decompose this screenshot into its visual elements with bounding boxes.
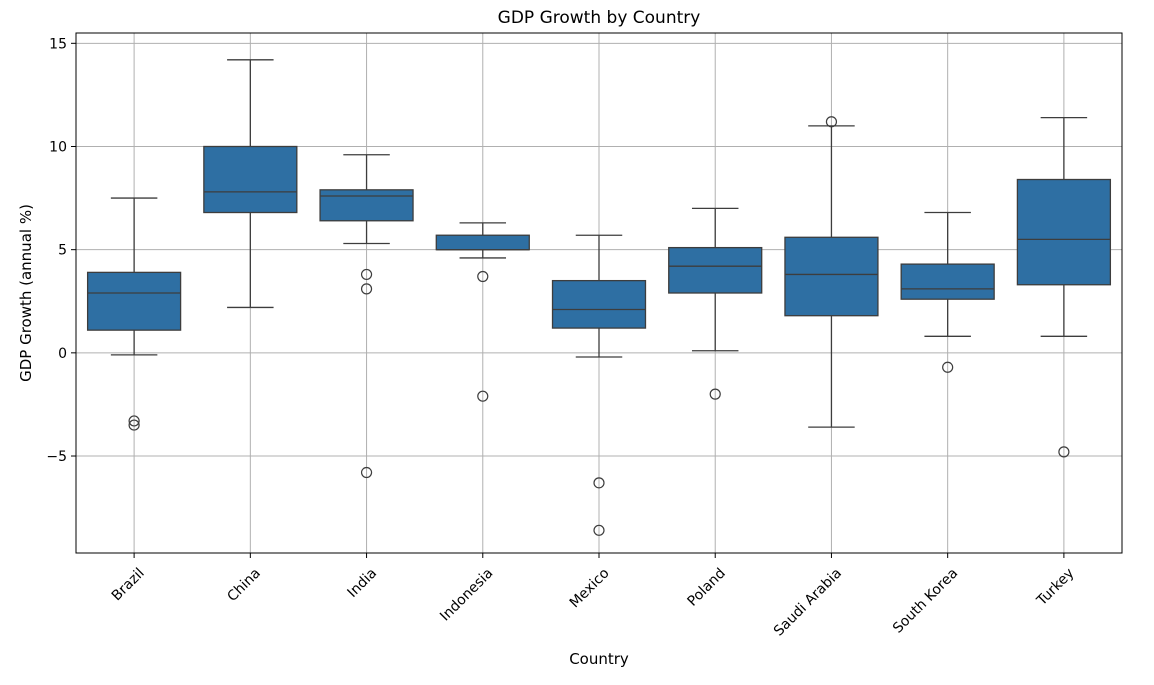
x-tick-label: Poland bbox=[684, 565, 728, 609]
x-tick-label: India bbox=[345, 565, 381, 601]
iqr-box bbox=[86, 271, 182, 331]
outlier-point bbox=[942, 361, 954, 373]
box-saudi-arabia bbox=[784, 116, 879, 428]
box-mexico bbox=[551, 234, 647, 536]
x-tick-label: Brazil bbox=[109, 565, 148, 604]
y-tick-label: 5 bbox=[58, 243, 67, 259]
outlier-point bbox=[477, 390, 489, 402]
box-poland bbox=[668, 207, 763, 400]
outlier-point bbox=[1058, 446, 1070, 458]
x-tick-label: China bbox=[224, 565, 264, 605]
chart-title: GDP Growth by Country bbox=[498, 8, 701, 28]
outlier-point bbox=[593, 524, 605, 536]
boxes-layer bbox=[86, 59, 1112, 536]
outlier-point bbox=[593, 477, 605, 489]
box-brazil bbox=[86, 197, 182, 431]
x-tick-label: Saudi Arabia bbox=[771, 565, 845, 639]
x-tick-label: South Korea bbox=[890, 565, 961, 636]
y-tick-label: −5 bbox=[46, 449, 67, 465]
x-tick-label: Mexico bbox=[567, 565, 613, 611]
outlier-point bbox=[128, 415, 140, 427]
box-india bbox=[319, 154, 414, 479]
iqr-box bbox=[319, 189, 414, 222]
iqr-box bbox=[551, 279, 647, 329]
y-tick-label: 10 bbox=[49, 139, 67, 155]
y-tick-label: 15 bbox=[49, 36, 67, 52]
x-tick-label: Turkey bbox=[1033, 565, 1077, 609]
y-axis: −5 0 5 10 15 bbox=[46, 36, 76, 465]
outlier-point bbox=[360, 466, 373, 479]
box-south-korea bbox=[900, 211, 995, 373]
iqr-box bbox=[1016, 178, 1112, 286]
iqr-box bbox=[784, 236, 879, 317]
iqr-box bbox=[900, 263, 995, 300]
y-axis-label: GDP Growth (annual %) bbox=[17, 204, 35, 382]
outlier-point bbox=[825, 116, 838, 128]
iqr-box bbox=[435, 234, 530, 251]
x-tick-label: Indonesia bbox=[437, 565, 496, 624]
outlier-point bbox=[360, 268, 373, 281]
box-china bbox=[203, 59, 298, 309]
box-indonesia bbox=[435, 222, 530, 402]
x-axis: Brazil China India Indonesia Mexico Poland Sau… bbox=[109, 553, 1078, 639]
iqr-box bbox=[203, 145, 298, 214]
outlier-point bbox=[709, 388, 721, 400]
box-turkey bbox=[1016, 116, 1112, 458]
y-tick-label: 0 bbox=[58, 346, 67, 362]
outlier-point bbox=[128, 419, 140, 431]
outlier-point bbox=[477, 270, 489, 283]
outlier-point bbox=[360, 283, 373, 295]
x-axis-label: Country bbox=[569, 650, 629, 668]
iqr-box bbox=[668, 246, 763, 294]
